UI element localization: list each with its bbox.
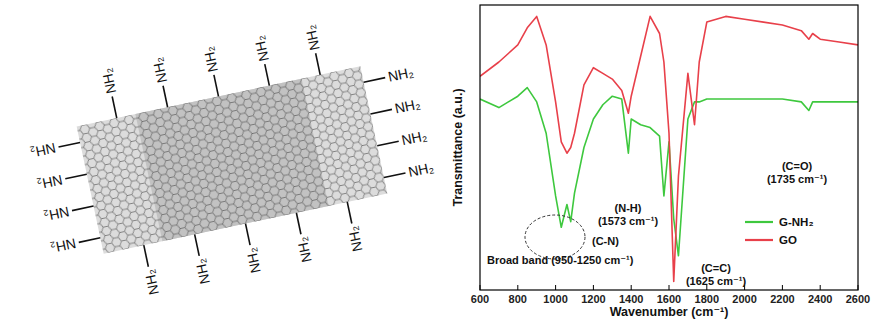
sheet-lattice bbox=[77, 66, 388, 253]
sheet-edge bbox=[77, 66, 388, 253]
amine-label: NH₂ bbox=[386, 64, 414, 85]
amine-label: NH₂ bbox=[49, 235, 77, 256]
amine-label: NH₂ bbox=[294, 236, 315, 264]
x-tick bbox=[782, 285, 783, 290]
legend-label: G-NH₂ bbox=[779, 216, 814, 228]
x-tick-label: 1400 bbox=[619, 293, 643, 305]
annotation: (1573 cm⁻¹) bbox=[598, 215, 659, 227]
legend-swatch bbox=[745, 239, 773, 241]
bond bbox=[214, 75, 219, 97]
bond bbox=[59, 142, 81, 147]
x-tick-label: 2600 bbox=[846, 293, 870, 305]
x-tick-label: 800 bbox=[509, 293, 527, 305]
bond bbox=[364, 78, 386, 83]
x-tick-label: 2000 bbox=[732, 293, 756, 305]
bond bbox=[296, 213, 301, 235]
amine-label: NH₂ bbox=[98, 67, 119, 95]
series-group bbox=[480, 16, 858, 281]
spectrum-line bbox=[480, 16, 858, 281]
annotation: (C=C) bbox=[701, 262, 731, 274]
highlight-circle bbox=[525, 215, 585, 259]
x-tick-label: 2400 bbox=[808, 293, 832, 305]
bond bbox=[347, 202, 352, 224]
bond bbox=[72, 206, 94, 211]
x-tick bbox=[820, 285, 821, 290]
amine-label: NH₂ bbox=[42, 204, 70, 225]
x-tick bbox=[631, 285, 632, 290]
x-tick-label: 600 bbox=[471, 293, 489, 305]
bond bbox=[316, 53, 321, 75]
bond bbox=[377, 141, 399, 146]
amine-label: NH₂ bbox=[251, 34, 272, 62]
x-tick bbox=[555, 285, 556, 290]
amine-label: NH₂ bbox=[192, 257, 213, 285]
spectrum-line bbox=[480, 88, 858, 256]
annotation: Broad band (950-1250 cm⁻¹) bbox=[487, 254, 634, 266]
amine-label: NH₂ bbox=[243, 246, 264, 274]
bond bbox=[195, 234, 200, 256]
x-tick bbox=[593, 285, 594, 290]
legend-swatch bbox=[745, 221, 773, 223]
legend-label: GO bbox=[779, 234, 797, 246]
x-tick bbox=[669, 285, 670, 290]
amine-label: NH₂ bbox=[302, 24, 323, 52]
annotation: (C-N) bbox=[592, 235, 619, 247]
bond bbox=[144, 245, 149, 267]
annotation: (C=O) bbox=[782, 160, 813, 172]
x-tick-label: 2200 bbox=[770, 293, 794, 305]
amine-label: NH₂ bbox=[393, 96, 421, 117]
annotation: (1735 cm⁻¹) bbox=[767, 173, 828, 185]
amine-label: NH₂ bbox=[407, 159, 435, 180]
plot-frame bbox=[480, 5, 858, 290]
bond bbox=[65, 174, 87, 179]
y-axis-title: Transmittance (a.u.) bbox=[451, 88, 465, 206]
x-tick-label: 1000 bbox=[543, 293, 567, 305]
bond bbox=[79, 238, 101, 243]
amine-label: NH₂ bbox=[29, 140, 57, 161]
amine-label: NH₂ bbox=[200, 45, 221, 73]
bond bbox=[112, 97, 117, 119]
x-tick bbox=[517, 285, 518, 290]
bond bbox=[246, 224, 251, 246]
x-tick-label: 1800 bbox=[695, 293, 719, 305]
amine-label: NH₂ bbox=[345, 225, 366, 253]
figure: NH₂ NH₂ NH₂ NH₂ NH₂ NH₂ NH₂ NH₂ NH₂ NH₂ NH₂ NH₂ NH₂ N… bbox=[0, 0, 881, 320]
amine-label: NH₂ bbox=[149, 56, 170, 84]
amine-label: NH₂ bbox=[400, 127, 428, 148]
annotation: (1625 cm⁻¹) bbox=[686, 275, 747, 287]
bond bbox=[370, 109, 392, 114]
bond bbox=[384, 173, 406, 178]
x-tick-label: 1600 bbox=[657, 293, 681, 305]
amine-label: NH₂ bbox=[36, 172, 64, 193]
bond bbox=[163, 86, 168, 108]
x-tick-label: 1200 bbox=[581, 293, 605, 305]
annotation: (N-H) bbox=[615, 202, 642, 214]
bond bbox=[265, 64, 270, 86]
graphene-diagram: NH₂ NH₂ NH₂ NH₂ NH₂ NH₂ NH₂ NH₂ NH₂ NH₂ NH₂ NH₂ NH₂ N… bbox=[17, 6, 448, 314]
amine-label: NH₂ bbox=[141, 268, 162, 296]
x-axis-title: Wavenumber (cm⁻¹) bbox=[610, 305, 729, 319]
